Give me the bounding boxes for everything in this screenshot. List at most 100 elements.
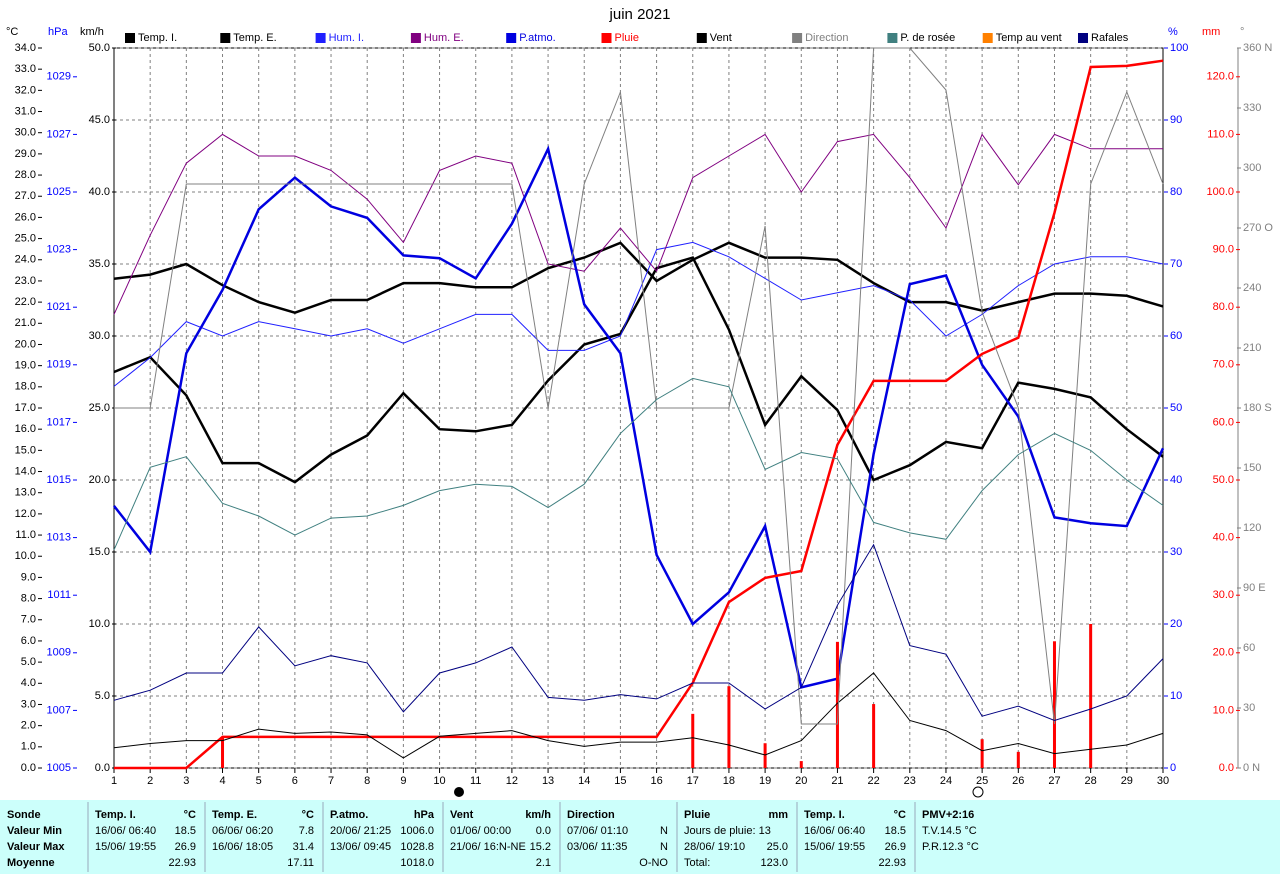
series-line [113, 256, 1164, 484]
table-cell: P.R.12.3 °C [922, 841, 979, 853]
table-header: PMV+2:16 [922, 809, 974, 821]
table-unit: hPa [414, 809, 435, 821]
y-tick-label: 0.0 [1219, 762, 1234, 774]
y-tick-label: 8.0 [21, 592, 36, 604]
y-tick-label: 17.0 [15, 402, 36, 414]
x-tick-label: 5 [256, 775, 262, 787]
x-tick-label: 16 [650, 775, 662, 787]
moon-icon [972, 786, 984, 798]
x-tick-label: 11 [470, 775, 481, 787]
y-tick-label: 30 [1170, 546, 1182, 558]
y-tick-label: 1009 [47, 647, 71, 659]
table-cell: 1006.0 [400, 825, 434, 837]
y-tick-label: 10.0 [1213, 704, 1234, 716]
table-cell: 16/06/ 06:40 [95, 825, 156, 837]
table-cell: 17.11 [287, 857, 314, 869]
x-tick-label: 23 [904, 775, 916, 787]
y-tick-label: 3.0 [21, 698, 36, 710]
legend-marker [601, 33, 612, 43]
legend-marker [220, 33, 231, 43]
x-tick-label: 21 [831, 775, 843, 787]
table-cell: N [660, 825, 668, 837]
x-tick-label: 15 [614, 775, 626, 787]
table-header: Direction [567, 809, 615, 821]
y-tick-label: 1023 [47, 244, 71, 256]
table-cell: O-NO [639, 857, 668, 869]
y-tick-label: 27.0 [15, 190, 36, 202]
table-cell: 20/06/ 21:25 [330, 825, 391, 837]
table-cell: T.V.14.5 °C [922, 825, 977, 837]
x-tick-label: 8 [364, 775, 370, 787]
legend-label: Hum. E. [424, 32, 464, 44]
y-tick-label: 210 [1243, 342, 1261, 354]
y-tick-label: 15.0 [15, 444, 36, 456]
legend-label: Rafales [1091, 32, 1129, 44]
table-header: P.atmo. [330, 809, 368, 821]
x-tick-label: 10 [433, 775, 445, 787]
y-tick-label: 40 [1170, 474, 1182, 486]
legend-marker [315, 33, 326, 43]
y-tick-label: 60 [1243, 642, 1255, 654]
y-tick-label: 22.0 [15, 296, 36, 308]
x-tick-label: 25 [976, 775, 988, 787]
y-tick-label: 30.0 [1213, 589, 1234, 601]
axis-unit: ° [1240, 26, 1244, 38]
rain-bar [1089, 624, 1093, 768]
x-tick-label: 22 [867, 775, 879, 787]
y-tick-label: 12.0 [15, 508, 36, 520]
y-tick-label: 50.0 [89, 42, 110, 54]
table-cell: 1028.8 [400, 841, 434, 853]
table-cell: Jours de pluie: 13 [684, 825, 771, 837]
table-unit: °C [302, 809, 314, 821]
y-tick-label: 45.0 [89, 114, 110, 126]
y-tick-label: 0 N [1243, 762, 1260, 774]
table-cell: 18.5 [175, 825, 196, 837]
y-tick-label: 28.0 [15, 169, 36, 181]
table-cell: 15/06/ 19:55 [804, 841, 865, 853]
y-tick-label: 33.0 [15, 63, 36, 75]
y-tick-label: 180 S [1243, 402, 1272, 414]
table-header: Temp. I. [95, 809, 136, 821]
y-tick-label: 26.0 [15, 211, 36, 223]
y-tick-label: 100 [1170, 42, 1188, 54]
table-cell: 31.4 [293, 841, 314, 853]
rain-bar [835, 641, 839, 768]
y-tick-label: 2.0 [21, 720, 36, 732]
rain-bar [221, 736, 225, 768]
rain-bar [799, 761, 803, 768]
legend-marker [125, 33, 135, 43]
rain-bar [1052, 641, 1056, 768]
y-tick-label: 18.0 [15, 381, 36, 393]
y-tick-label: 80 [1170, 186, 1182, 198]
series-line [114, 47, 1164, 725]
y-tick-label: 270 O [1243, 222, 1273, 234]
y-tick-label: 0.0 [95, 762, 110, 774]
table-cell: 26.9 [885, 841, 906, 853]
series-line [113, 672, 1164, 759]
y-tick-label: 40.0 [1213, 532, 1234, 544]
rain-bar [691, 713, 695, 768]
table-unit: °C [894, 809, 906, 821]
x-tick-label: 18 [723, 775, 735, 787]
y-tick-label: 150 [1243, 462, 1261, 474]
table-cell: 13/06/ 09:45 [330, 841, 391, 853]
y-tick-label: 1027 [47, 128, 71, 140]
x-tick-label: 29 [1121, 775, 1133, 787]
rain-bar [727, 686, 731, 768]
legend-label: Vent [710, 32, 732, 44]
x-tick-label: 13 [542, 775, 554, 787]
table-cell: 03/06/ 11:35 [567, 841, 627, 853]
legend-marker [887, 33, 898, 43]
moon-icon [454, 787, 464, 797]
y-tick-label: 1021 [47, 301, 71, 313]
x-tick-label: 9 [400, 775, 406, 787]
legend-label: P.atmo. [519, 32, 556, 44]
y-tick-label: 1015 [47, 474, 71, 486]
table-cell: 22.93 [878, 857, 906, 869]
series-line [113, 241, 1164, 387]
y-tick-label: 0.0 [21, 762, 36, 774]
table-cell: 2.1 [536, 857, 551, 869]
y-tick-label: 10 [1170, 690, 1182, 702]
table-cell: 15/06/ 19:55 [95, 841, 156, 853]
